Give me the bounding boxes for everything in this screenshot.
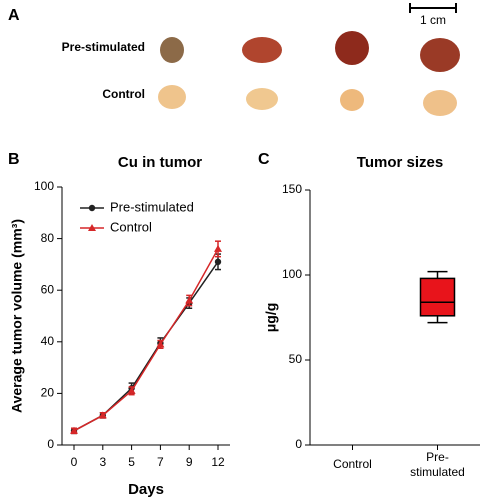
legend-label: Control <box>110 219 152 234</box>
y-tick-label: 50 <box>289 352 303 366</box>
y-tick-label: 20 <box>41 386 55 400</box>
panel-a: A 1 cm Pre-stimulated Control <box>8 3 460 116</box>
x-tick-label: 9 <box>186 455 193 469</box>
x-tick-label: Control <box>333 457 372 471</box>
marker <box>214 258 222 266</box>
tumor-photo <box>158 85 186 109</box>
tumor-photo <box>246 88 278 110</box>
tumor-photo <box>335 31 369 65</box>
tumor-photo <box>423 90 457 116</box>
marker <box>156 340 165 348</box>
y-tick-label: 0 <box>47 437 54 451</box>
chart-title: Cu in tumor <box>118 154 202 171</box>
x-tick-label: 0 <box>71 455 78 469</box>
legend-marker <box>88 204 96 212</box>
tumor-photo <box>242 37 282 63</box>
y-tick-label: 40 <box>41 334 55 348</box>
chart-title: Tumor sizes <box>357 154 443 171</box>
panel-label: B <box>8 151 20 168</box>
marker <box>127 386 136 394</box>
tumor-photo <box>340 89 364 111</box>
x-tick-label: Pre-stimulated <box>410 450 465 479</box>
row-label: Control <box>102 87 145 101</box>
y-tick-label: 150 <box>282 182 302 196</box>
panel-label: C <box>258 151 270 168</box>
y-tick-label: 60 <box>41 282 55 296</box>
legend-label: Pre-stimulated <box>110 199 194 214</box>
scale-label: 1 cm <box>420 13 446 27</box>
box <box>419 277 456 317</box>
tumor-photo <box>160 37 184 63</box>
marker <box>214 244 222 252</box>
legend-marker <box>88 224 96 231</box>
x-tick-label: 7 <box>157 455 164 469</box>
series-line <box>73 248 219 432</box>
y-tick-label: 0 <box>295 437 302 451</box>
x-tick-label: 3 <box>99 455 106 469</box>
y-axis-label: Average tumor volume (mm³) <box>9 219 25 413</box>
y-tick-label: 80 <box>41 231 55 245</box>
y-tick-label: 100 <box>34 179 54 193</box>
marker <box>185 296 194 304</box>
y-tick-label: 100 <box>282 267 302 281</box>
marker <box>98 411 107 419</box>
x-tick-label: 12 <box>211 455 225 469</box>
marker <box>70 426 78 434</box>
x-tick-label: 5 <box>128 455 135 469</box>
tumor-photo <box>420 38 460 72</box>
row-label: Pre-stimulated <box>62 40 145 54</box>
x-axis-label: Days <box>128 481 164 498</box>
y-axis-label: μg/g <box>263 303 279 333</box>
panel-label: A <box>8 7 20 24</box>
